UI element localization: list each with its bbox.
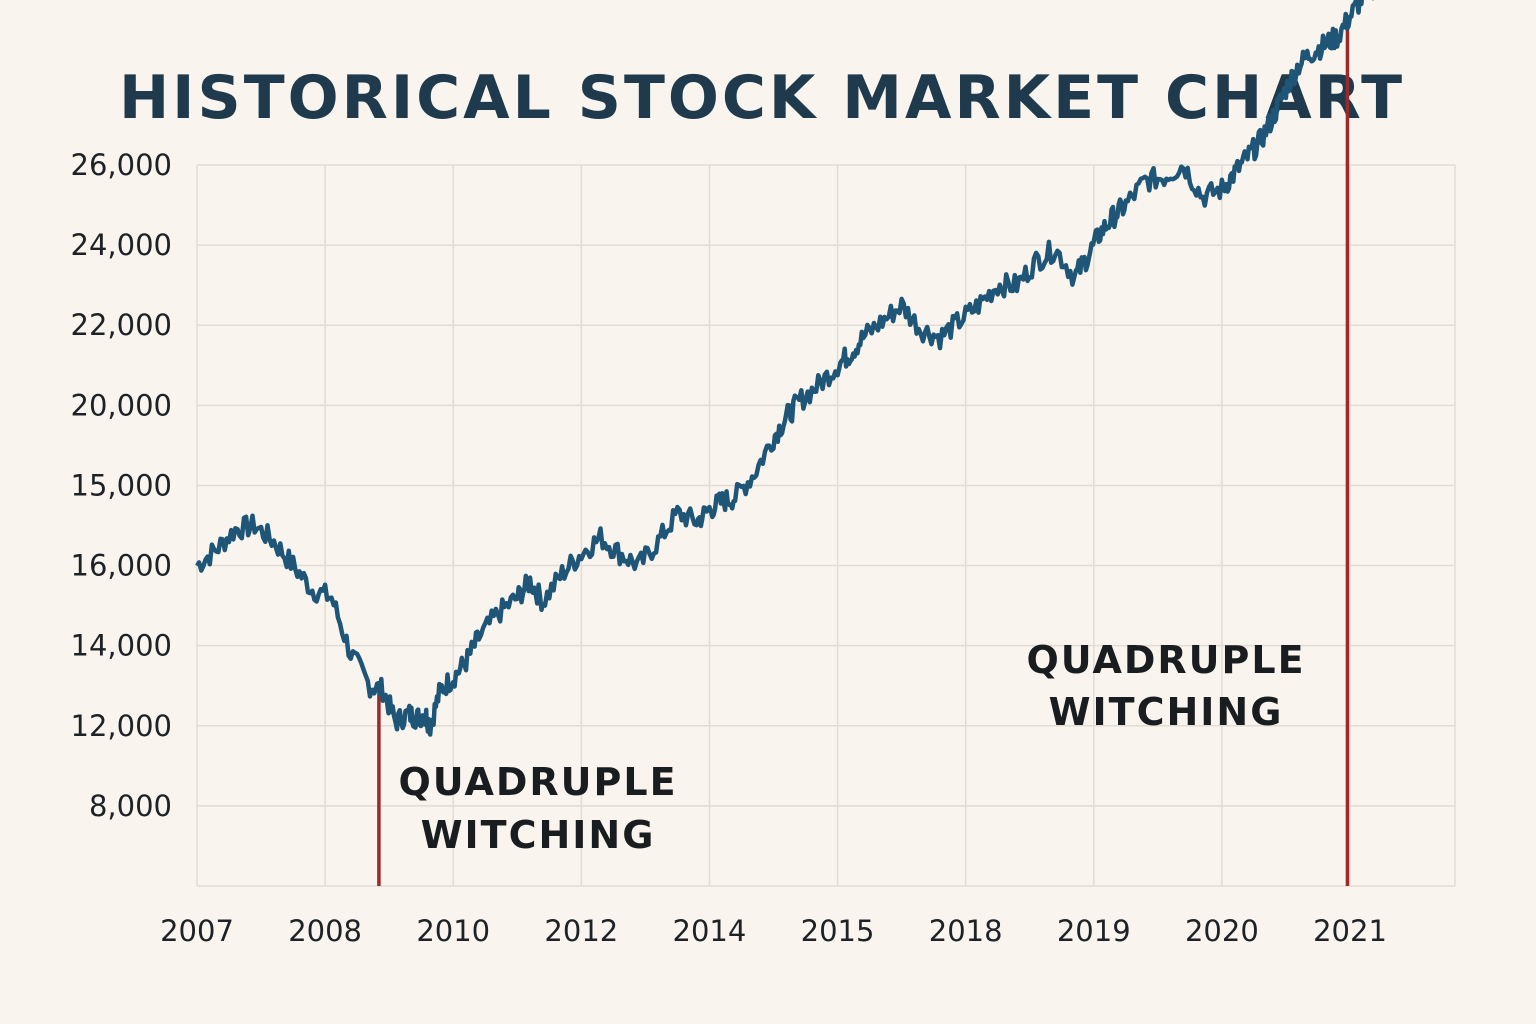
x-tick-labels: 2007 2008 2010 2012 2014 2015 2018 2019 2020 2021 [160,914,1387,948]
series-line-index [195,0,1374,737]
x-tick-label: 2021 [1313,914,1387,948]
x-tick-label: 2020 [1185,914,1259,948]
annotation-label: WITCHING [1049,690,1284,734]
x-tick-label: 2018 [929,914,1003,948]
annotation-labels: QUADRUPLE WITCHING QUADRUPLE WITCHING [398,638,1305,857]
x-tick-label: 2019 [1057,914,1131,948]
annotation-label: QUADRUPLE [1026,638,1305,682]
x-tick-label: 2010 [416,914,490,948]
series-group [195,0,1374,737]
y-tick-label: 12,000 [71,709,172,743]
x-tick-label: 2014 [673,914,747,948]
annotation-label: QUADRUPLE [398,760,677,804]
y-tick-label: 26,000 [71,148,172,182]
x-gridlines [196,165,1456,886]
annotation-label: WITCHING [421,813,656,857]
x-tick-label: 2007 [160,914,234,948]
y-tick-label: 24,000 [71,228,172,262]
x-tick-label: 2012 [544,914,618,948]
x-tick-label: 2008 [288,914,362,948]
y-gridlines [197,164,1455,887]
y-tick-labels: 26,000 24,000 22,000 20,000 15,000 16,000 14,0… [71,148,172,823]
y-tick-label: 8,000 [89,789,172,823]
y-tick-label: 16,000 [71,549,172,583]
x-tick-label: 2015 [801,914,875,948]
chart-title: HISTORICAL STOCK MARKET CHART [119,63,1405,133]
y-tick-label: 20,000 [71,388,172,422]
annotation-markers [377,20,1350,886]
y-tick-label: 15,000 [71,468,172,502]
y-tick-label: 22,000 [71,308,172,342]
y-tick-label: 14,000 [71,629,172,663]
